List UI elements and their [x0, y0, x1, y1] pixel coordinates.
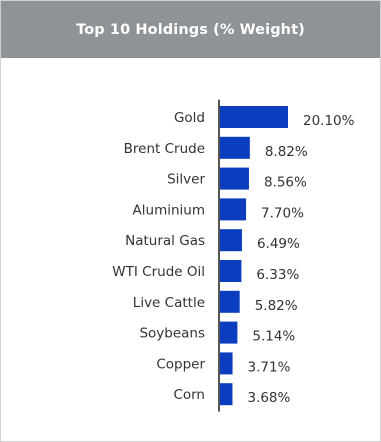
value-label: 5.14% [252, 329, 295, 345]
holding-bar [220, 198, 247, 221]
value-label: 5.82% [255, 298, 298, 314]
category-label: Brent Crude [124, 141, 205, 157]
holding-bar [220, 352, 233, 375]
value-label: 3.68% [247, 390, 290, 406]
holding-bar [220, 260, 242, 282]
value-label: 7.70% [261, 205, 304, 221]
category-label: Live Cattle [133, 295, 205, 311]
value-label: 6.49% [257, 236, 300, 252]
category-label: Copper [156, 356, 205, 372]
holding-bar [220, 106, 288, 128]
category-label: Corn [173, 387, 205, 403]
value-label: 6.33% [256, 267, 299, 283]
category-label: Gold [174, 110, 205, 126]
value-label: 3.71% [248, 359, 291, 375]
card-title: Top 10 Holdings (% Weight) [76, 21, 305, 38]
holding-bar [220, 321, 238, 344]
value-label: 8.82% [265, 144, 308, 160]
value-label: 20.10% [303, 113, 355, 129]
holding-bar [220, 136, 250, 159]
holding-bar [220, 383, 233, 406]
holdings-bar-chart: Gold 20.10% Brent Crude 8.82% Silver 8.56% Alu… [112, 99, 355, 412]
holding-bar [220, 290, 240, 313]
category-label: WTI Crude Oil [112, 264, 205, 280]
value-label: 8.56% [264, 175, 307, 191]
category-label: Aluminium [133, 202, 205, 218]
card-header: Top 10 Holdings (% Weight) [1, 1, 380, 58]
category-label: Natural Gas [125, 233, 205, 249]
category-label: Silver [167, 172, 205, 188]
holding-bar [220, 229, 242, 252]
category-label: Soybeans [139, 326, 205, 342]
holding-bar [220, 167, 249, 190]
